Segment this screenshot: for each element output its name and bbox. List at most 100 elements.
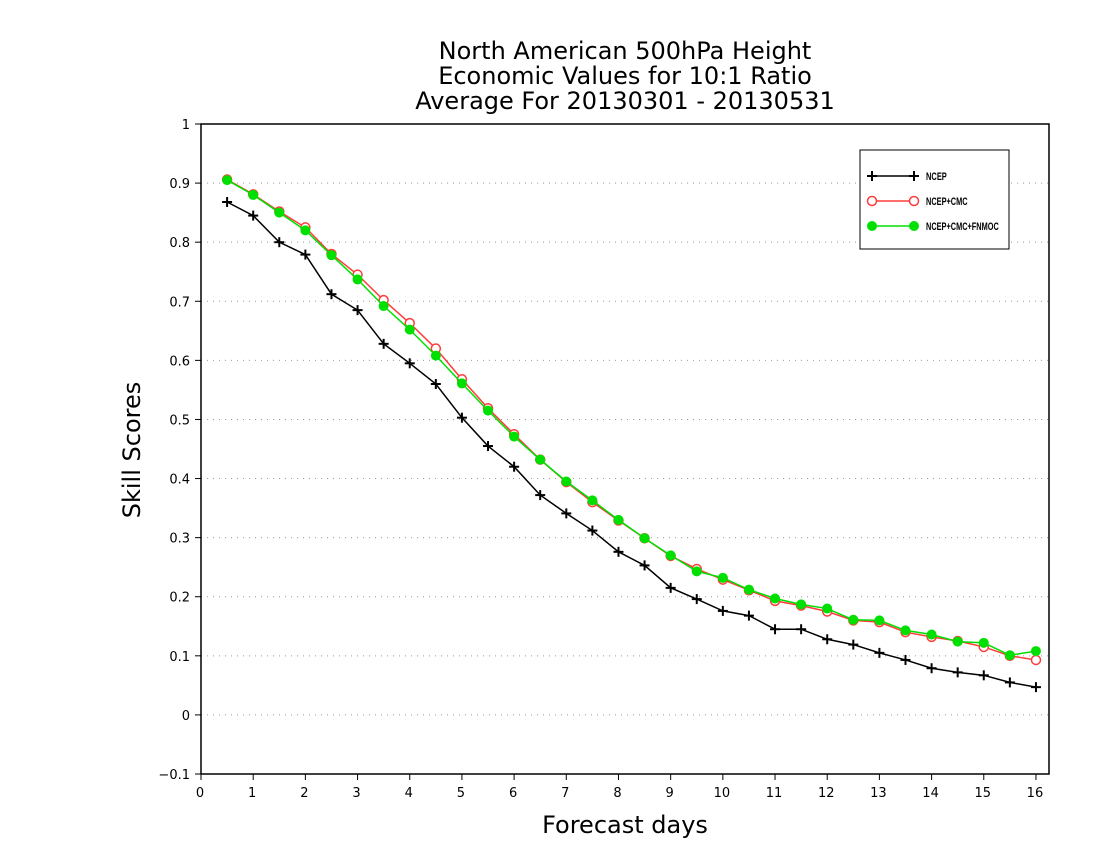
- data-point: [978, 670, 989, 681]
- data-point: [326, 289, 337, 300]
- legend-marker: [909, 171, 919, 181]
- legend-marker: [867, 221, 877, 231]
- chart-title-line-3: Average For 20130301 - 20130531: [415, 87, 835, 115]
- y-tick-label: 0.3: [169, 532, 190, 547]
- data-point: [926, 629, 937, 640]
- legend-entry: NCEP: [867, 171, 947, 183]
- data-point: [691, 594, 702, 605]
- data-point: [587, 495, 598, 506]
- data-point: [796, 624, 807, 635]
- series-line: [226, 201, 1037, 688]
- data-point: [456, 412, 467, 423]
- data-point: [926, 663, 937, 674]
- data-point: [1030, 654, 1042, 666]
- data-point: [743, 610, 754, 621]
- y-tick-label: 0.2: [169, 591, 190, 606]
- y-tick-label: 0.8: [169, 236, 190, 251]
- x-tick-label: 8: [613, 786, 621, 801]
- x-tick-label: 5: [457, 786, 465, 801]
- data-point: [1004, 650, 1015, 661]
- x-axis-label: Forecast days: [542, 811, 708, 839]
- x-tick-label: 4: [405, 786, 413, 801]
- data-point: [300, 249, 311, 260]
- data-point: [222, 175, 233, 186]
- chart-title-line-1: North American 500hPa Height: [439, 37, 812, 65]
- y-tick-label: 0.1: [169, 650, 190, 665]
- x-tick-label: 7: [561, 786, 569, 801]
- x-tick-label: 11: [766, 786, 783, 801]
- x-tick-label: 10: [714, 786, 731, 801]
- legend-marker: [866, 195, 878, 207]
- series-lines: [221, 174, 1042, 693]
- data-point: [639, 560, 650, 571]
- data-point: [430, 379, 441, 389]
- series-line: [226, 178, 1037, 661]
- data-point: [483, 441, 494, 452]
- y-tick-label: 0.4: [169, 473, 190, 488]
- data-point: [561, 476, 572, 487]
- x-tick-label: 13: [870, 786, 887, 801]
- data-point: [509, 461, 520, 472]
- data-point: [1030, 682, 1041, 693]
- plot-frame: [200, 123, 1050, 775]
- x-tick-label: 12: [818, 786, 835, 801]
- data-point: [222, 197, 233, 207]
- x-tick-label: 15: [974, 786, 991, 801]
- data-point: [378, 338, 389, 349]
- data-point: [587, 525, 598, 536]
- data-point: [691, 566, 702, 577]
- x-tick-label: 2: [300, 786, 308, 801]
- y-tick-label: 0.5: [169, 413, 190, 428]
- x-tick-label: 16: [1027, 786, 1044, 801]
- data-point: [900, 625, 911, 636]
- legend-entry: NCEP+CMC: [866, 195, 968, 208]
- data-point: [1030, 646, 1041, 657]
- legend-marker: [909, 221, 919, 231]
- data-point: [848, 614, 859, 625]
- data-point: [770, 624, 781, 635]
- data-point: [952, 667, 963, 678]
- y-tick-label: 0.9: [169, 177, 190, 192]
- data-point: [717, 605, 728, 616]
- y-tick-label: 1: [182, 118, 190, 133]
- x-tick-label: 9: [666, 786, 674, 801]
- legend: NCEP NCEP+CMC NCEP+CMC+FNMOC: [859, 149, 1010, 250]
- legend-label: NCEP: [926, 171, 947, 183]
- legend-label: NCEP+CMC: [926, 196, 968, 208]
- data-point: [274, 237, 285, 248]
- series-ncep-cmc-fnmoc: [222, 175, 1041, 661]
- series-line: [226, 179, 1037, 657]
- data-point: [822, 634, 833, 645]
- y-tick-label: −0.1: [158, 768, 190, 783]
- data-point: [326, 250, 337, 261]
- legend-marker: [908, 195, 920, 207]
- data-point: [665, 582, 676, 593]
- data-point: [404, 324, 415, 335]
- data-point: [352, 305, 363, 316]
- data-point: [404, 358, 415, 369]
- data-point: [796, 599, 807, 610]
- x-tick-label: 0: [196, 786, 204, 801]
- x-tick-label: 1: [248, 786, 256, 801]
- data-point: [874, 647, 885, 658]
- data-point: [1004, 677, 1015, 688]
- data-point: [430, 350, 441, 361]
- x-tick-label: 14: [922, 786, 939, 801]
- data-point: [952, 636, 963, 647]
- legend-label: NCEP+CMC+FNMOC: [926, 221, 999, 233]
- data-point: [561, 508, 572, 519]
- data-point: [535, 490, 546, 501]
- y-tick-label: 0.6: [169, 354, 190, 369]
- y-tick-label: 0.7: [169, 295, 190, 310]
- data-point: [743, 584, 754, 595]
- data-point: [248, 210, 259, 221]
- data-point: [483, 405, 494, 416]
- data-point: [978, 637, 989, 648]
- legend-box: [859, 149, 1010, 250]
- data-point: [665, 550, 676, 561]
- data-point: [874, 615, 885, 626]
- x-tick-label: 6: [509, 786, 517, 801]
- data-point: [300, 225, 311, 236]
